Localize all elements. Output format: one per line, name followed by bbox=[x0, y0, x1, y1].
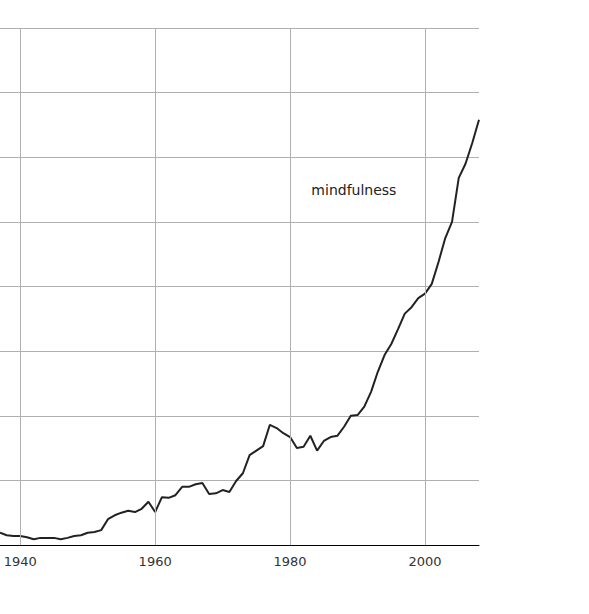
svg-text:1960: 1960 bbox=[139, 554, 172, 569]
svg-text:2000: 2000 bbox=[408, 554, 441, 569]
svg-text:1980: 1980 bbox=[274, 554, 307, 569]
svg-text:1940: 1940 bbox=[4, 554, 37, 569]
svg-text:mindfulness: mindfulness bbox=[311, 182, 396, 198]
